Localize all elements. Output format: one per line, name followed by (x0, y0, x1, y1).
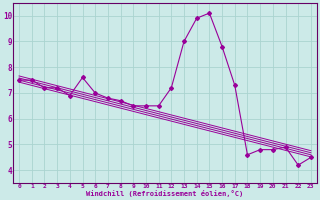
X-axis label: Windchill (Refroidissement éolien,°C): Windchill (Refroidissement éolien,°C) (86, 190, 244, 197)
